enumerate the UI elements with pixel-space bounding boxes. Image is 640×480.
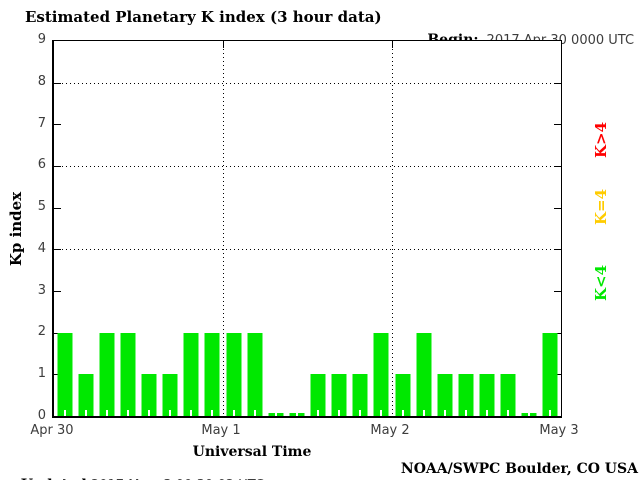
updated-value: 2017 May 3 00:30:02 UTC	[87, 478, 264, 480]
kp-bar	[99, 332, 115, 416]
kp-bar	[542, 332, 558, 416]
bar-tick-notch	[211, 410, 214, 416]
kp-bar	[416, 332, 432, 416]
kp-bar	[395, 374, 411, 416]
y-axis-tick	[54, 82, 61, 84]
bar-tick-notch	[232, 410, 235, 416]
bar-tick-notch	[507, 410, 510, 416]
kp-bar	[183, 332, 199, 416]
bar-tick-notch	[126, 410, 129, 416]
y-axis-tick	[54, 207, 61, 209]
x-axis-top-tick	[223, 41, 224, 48]
y-axis-tick	[554, 82, 561, 84]
kp-bar	[57, 332, 73, 416]
y-tick-label: 0	[37, 408, 46, 423]
y-tick-label: 8	[37, 73, 46, 89]
bar-tick-notch	[401, 410, 404, 416]
kp-bar	[120, 332, 136, 416]
x-day-label: May 2	[370, 423, 410, 438]
kp-bar	[247, 332, 263, 416]
chart-title: Estimated Planetary K index (3 hour data…	[25, 8, 382, 26]
bar-tick-notch	[274, 410, 277, 416]
bar-tick-notch	[84, 410, 87, 416]
x-day-label: May 3	[539, 423, 579, 438]
x-axis-title: Universal Time	[192, 444, 312, 460]
y-axis-tick	[554, 124, 561, 126]
kp-bar	[437, 374, 453, 416]
x-day-label: May 1	[201, 423, 241, 438]
bar-tick-notch	[443, 410, 446, 416]
kp-bar	[78, 374, 94, 416]
y-tick-label: 4	[37, 240, 46, 256]
legend-item: K=4	[592, 188, 610, 226]
y-tick-label: 2	[37, 324, 46, 340]
updated-timestamp: Updated 2017 May 3 00:30:02 UTC	[3, 461, 264, 480]
y-tick-label: 3	[37, 282, 46, 298]
bar-tick-notch	[295, 410, 298, 416]
updated-label: Updated	[21, 477, 87, 480]
gridline-y-4	[54, 249, 561, 251]
kp-bar	[479, 374, 495, 416]
gridline-y-6	[54, 166, 561, 167]
y-axis-tick	[554, 249, 561, 251]
y-tick-label: 9	[37, 32, 46, 47]
y-tick-label: 5	[37, 199, 46, 215]
bar-tick-notch	[380, 410, 383, 416]
kp-bar	[141, 374, 157, 416]
kp-bar	[352, 374, 368, 416]
kp-bar	[162, 374, 178, 416]
legend-item: K<4	[592, 264, 610, 302]
bar-tick-notch	[63, 410, 66, 416]
bar-tick-notch	[486, 410, 489, 416]
kp-bar	[373, 332, 389, 416]
y-tick-label: 6	[37, 157, 46, 173]
y-tick-label: 7	[37, 115, 46, 131]
bar-tick-notch	[359, 410, 362, 416]
bar-tick-notch	[317, 410, 320, 416]
kp-bar	[458, 374, 474, 416]
y-tick-label: 1	[37, 366, 46, 382]
y-axis-tick	[54, 124, 61, 126]
plot-area	[52, 40, 562, 418]
y-axis-tick	[54, 291, 61, 292]
kp-bar	[500, 374, 516, 416]
kp-bar	[310, 374, 326, 416]
y-axis-tick	[54, 249, 61, 251]
kp-bar	[204, 332, 220, 416]
x-day-label: Apr 30	[30, 423, 74, 438]
bar-tick-notch	[528, 410, 531, 416]
day-grid-line	[223, 41, 224, 416]
bar-tick-notch	[422, 410, 425, 416]
bar-tick-notch	[105, 410, 108, 416]
y-axis-tick	[554, 166, 561, 167]
bar-tick-notch	[549, 410, 552, 416]
bar-tick-notch	[253, 410, 256, 416]
bar-tick-notch	[338, 410, 341, 416]
x-axis-top-tick	[392, 41, 393, 48]
bar-tick-notch	[148, 410, 151, 416]
bar-tick-notch	[169, 410, 172, 416]
gridline-y-8	[54, 82, 561, 84]
day-grid-line	[392, 41, 393, 416]
kp-bar	[226, 332, 242, 416]
legend-item: K>4	[592, 121, 610, 159]
bar-tick-notch	[464, 410, 467, 416]
y-axis-tick	[554, 291, 561, 292]
source-credit: NOAA/SWPC Boulder, CO USA	[400, 461, 638, 477]
y-axis-tick	[54, 166, 61, 167]
bar-tick-notch	[190, 410, 193, 416]
y-axis-tick	[554, 207, 561, 209]
kp-bar	[331, 374, 347, 416]
